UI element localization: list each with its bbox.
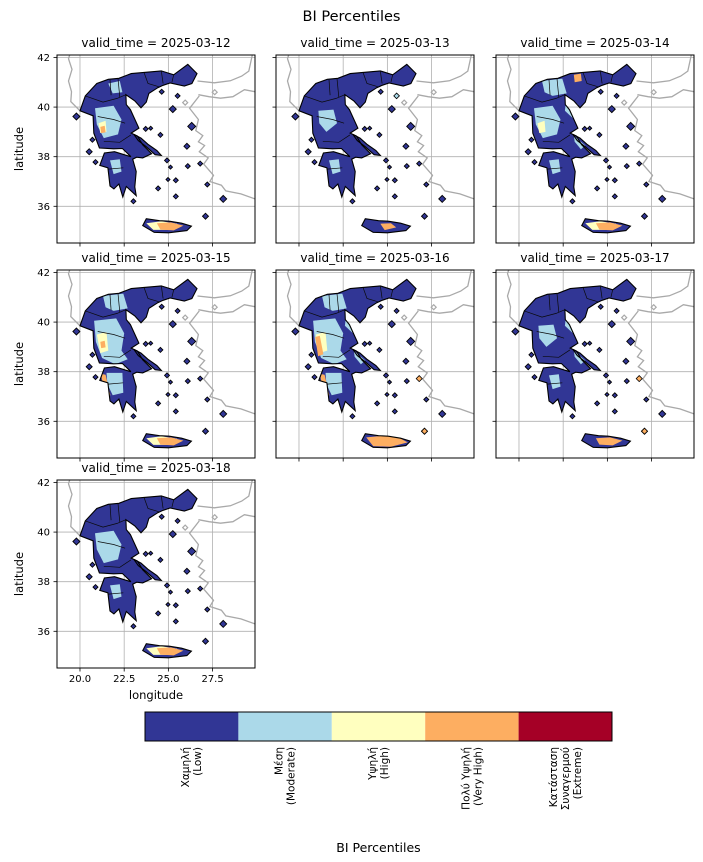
greece-outline	[518, 278, 637, 449]
tick-marks	[53, 272, 213, 462]
map-data-overlays	[524, 70, 623, 231]
colorbar-segment-low	[145, 712, 239, 741]
colorbar-segment-high	[331, 712, 426, 741]
greece-outline	[79, 63, 198, 234]
tick-marks	[272, 57, 432, 247]
neighbor-coastlines	[286, 269, 475, 415]
colorbar-tick-label-extreme: Κατάσταση	[548, 747, 560, 807]
colorbar-segment-moderate	[238, 712, 332, 741]
x-tick-label: 25.0	[157, 674, 179, 685]
figure-title: BI Percentiles	[302, 9, 401, 25]
tick-marks	[53, 57, 213, 247]
y-axis-label: latitude	[12, 127, 26, 171]
colorbar-tick-label-high: (High)	[379, 747, 391, 779]
x-tick-label: 22.5	[113, 674, 135, 685]
map-2025-03-16	[272, 269, 475, 462]
y-tick-label: 42	[37, 478, 50, 489]
map-2025-03-15: 42 40 38 36 latitude	[12, 268, 256, 462]
map-data-overlays	[85, 70, 184, 231]
neighbor-coastlines	[67, 54, 256, 200]
y-tick-label: 36	[37, 627, 50, 638]
axes-spines	[56, 479, 256, 669]
y-tick-label: 40	[37, 103, 50, 114]
y-tick-label: 38	[37, 367, 50, 378]
tick-marks	[492, 272, 652, 462]
grid	[496, 55, 694, 243]
grid	[57, 270, 255, 458]
y-axis-label: latitude	[12, 342, 26, 386]
axes-spines	[56, 269, 256, 459]
colorbar-tick-label-extreme: Συναγερμού	[560, 747, 572, 810]
map-data-overlays	[85, 285, 184, 446]
greece-outline	[79, 488, 198, 659]
facet-title-2025-03-17: valid_time = 2025-03-17	[520, 251, 670, 265]
greece-outline	[298, 63, 417, 234]
y-tick-label: 42	[37, 268, 50, 279]
axes-spines	[275, 54, 475, 244]
axes-spines	[275, 269, 475, 459]
y-axis-label: latitude	[12, 552, 26, 596]
y-tick-label: 40	[37, 528, 50, 539]
y-tick-label: 36	[37, 417, 50, 428]
map-data-overlays	[304, 70, 397, 231]
colorbar-tick-label-very_high: (Very High)	[472, 747, 484, 806]
y-tick-label: 38	[37, 152, 50, 163]
facet-title-2025-03-13: valid_time = 2025-03-13	[300, 36, 450, 50]
y-tick-label: 40	[37, 318, 50, 329]
neighbor-coastlines	[67, 269, 256, 415]
facet-title-2025-03-15: valid_time = 2025-03-15	[81, 251, 231, 265]
colorbar-tick-label-low: Χαμηλή	[180, 747, 192, 787]
y-tick-label: 42	[37, 53, 50, 64]
tick-marks	[53, 482, 213, 672]
neighbor-coastlines	[506, 54, 695, 200]
axes-spines	[495, 269, 695, 459]
axes-spines	[495, 54, 695, 244]
colorbar-tick-label-moderate: Μέση	[274, 747, 286, 775]
colorbar-segment-extreme	[518, 712, 612, 741]
map-2025-03-17	[492, 269, 695, 462]
neighbor-coastlines	[506, 269, 695, 415]
map-data-low	[291, 64, 447, 233]
greece-outline	[298, 278, 417, 449]
colorbar-tick-label-moderate: (Moderate)	[286, 747, 298, 805]
x-tick-label: 20.0	[69, 674, 91, 685]
map-2025-03-18: 42 40 38 36 latitude 20.0 22.5 25.0 27.5 longitud…	[12, 478, 256, 702]
axes-spines	[56, 54, 256, 244]
x-tick-label: 27.5	[201, 674, 223, 685]
tick-marks	[272, 272, 432, 462]
y-tick-label: 38	[37, 577, 50, 588]
colorbar-tick-label-very_high: Πολύ Υψηλή	[460, 747, 472, 810]
facet-title-2025-03-14: valid_time = 2025-03-14	[520, 36, 670, 50]
map-2025-03-13	[272, 54, 475, 247]
colorbar-svg: Χαμηλή (Low) Μέση (Moderate) Υψηλή (High) Πολύ…	[144, 711, 613, 855]
colorbar-segment-very_high	[425, 712, 519, 741]
colorbar-tick-label-low: (Low)	[192, 747, 204, 776]
greece-outline	[79, 278, 198, 449]
tick-marks	[492, 57, 652, 247]
facet-title-2025-03-18: valid_time = 2025-03-18	[81, 461, 231, 475]
neighbor-coastlines	[286, 54, 475, 200]
greece-outline	[518, 63, 637, 234]
colorbar-tick-label-high: Υψηλή	[367, 747, 379, 781]
map-data-overlays	[85, 495, 184, 656]
colorbar-tick-label-extreme: (Extreme)	[572, 747, 584, 799]
map-2025-03-14	[492, 54, 695, 247]
facet-title-2025-03-12: valid_time = 2025-03-12	[81, 36, 231, 50]
neighbor-coastlines	[67, 479, 256, 625]
colorbar-axis-label: BI Percentiles	[336, 840, 420, 855]
map-2025-03-12: 42 40 38 36 latitude	[12, 53, 256, 247]
y-tick-label: 36	[37, 202, 50, 213]
colorbar-outline	[144, 711, 613, 742]
x-axis-label: longitude	[129, 688, 183, 702]
facet-title-2025-03-16: valid_time = 2025-03-16	[300, 251, 450, 265]
